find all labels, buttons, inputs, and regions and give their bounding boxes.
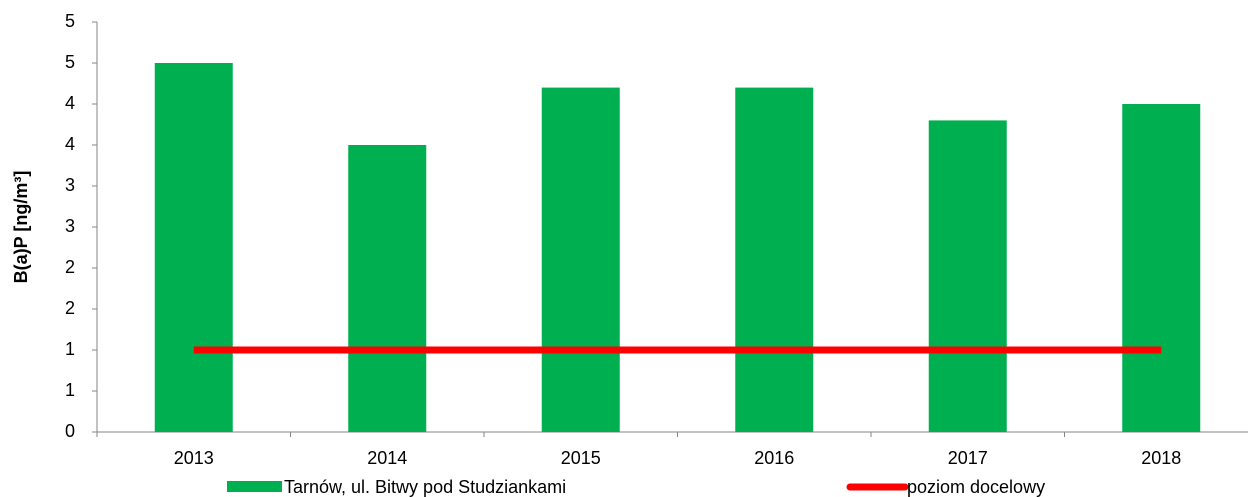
x-tick-label: 2018 [1141,448,1181,468]
legend-swatch [227,481,282,492]
y-tick-label: 4 [65,134,75,154]
y-tick-label: 5 [65,52,75,72]
bar [928,120,1007,433]
legend-label: poziom docelowy [907,477,1045,497]
y-tick-label: 2 [65,298,75,318]
y-tick-label: 3 [65,216,75,236]
y-tick-label: 4 [65,93,75,113]
y-tick-label: 1 [65,380,75,400]
y-tick-label: 1 [65,339,75,359]
x-tick-label: 2014 [367,448,407,468]
bar [1122,104,1201,432]
y-tick-label: 0 [65,421,75,441]
x-tick-label: 2013 [174,448,214,468]
y-axis-label: B(a)P [ng/m³] [11,171,31,284]
y-tick-label: 2 [65,257,75,277]
x-tick-label: 2016 [754,448,794,468]
x-tick-label: 2015 [561,448,601,468]
bar [735,87,814,432]
legend-label: Tarnów, ul. Bitwy pod Studziankami [284,477,566,497]
x-tick-label: 2017 [948,448,988,468]
y-tick-label: 3 [65,175,75,195]
bar [154,63,233,432]
bar [348,145,427,432]
y-tick-label: 5 [65,11,75,31]
bar [541,87,620,432]
